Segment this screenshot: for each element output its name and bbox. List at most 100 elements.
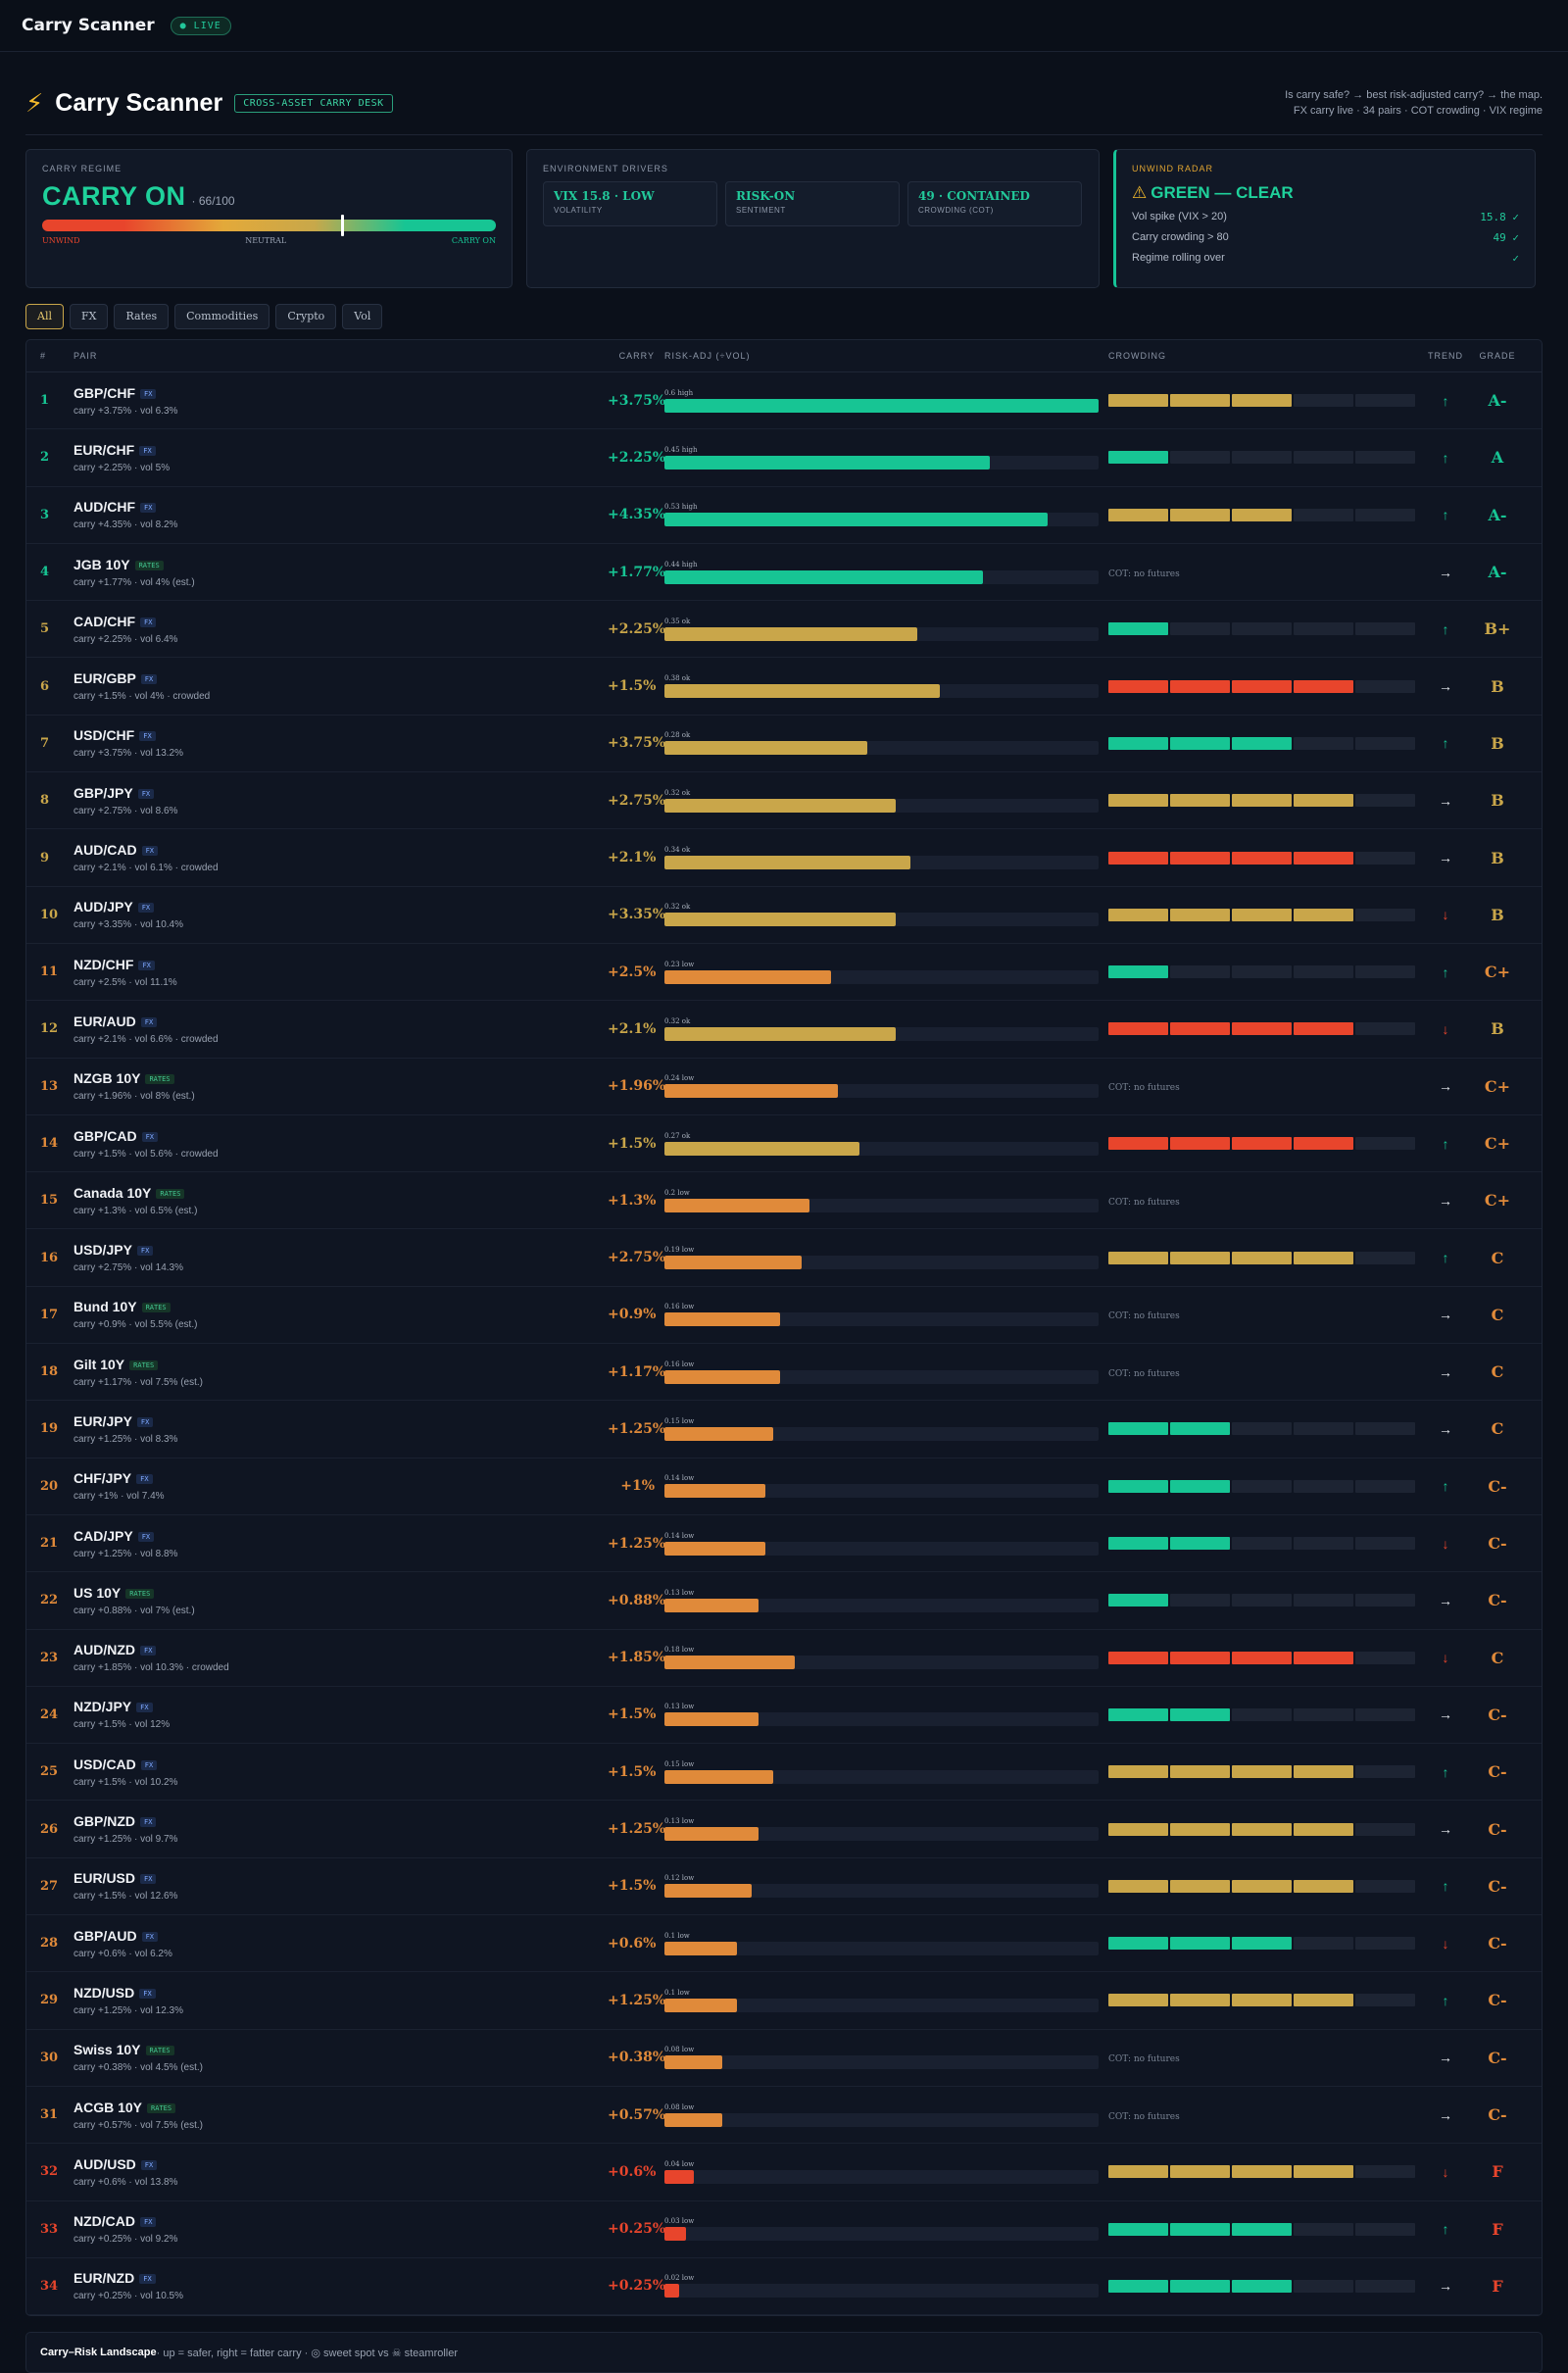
table-row[interactable]: 32 AUD/USD FX carry +0.6% · vol 13.8% +0.…: [26, 2144, 1542, 2201]
col-pair[interactable]: PAIR: [74, 351, 98, 361]
crowding-segment: [1170, 1879, 1230, 1893]
table-row[interactable]: 14 GBP/CAD FX carry +1.5% · vol 5.6% · cr…: [26, 1115, 1542, 1173]
asset-tag: RATES: [145, 2046, 174, 2056]
trend-arrow-icon: ↑: [1442, 449, 1449, 466]
table-row[interactable]: 12 EUR/AUD FX carry +2.1% · vol 6.6% · cr…: [26, 1001, 1542, 1059]
trend-arrow-icon: ↓: [1442, 2163, 1449, 2180]
filter-crypto[interactable]: Crypto: [275, 304, 337, 329]
crowding-segment: [1108, 2222, 1168, 2236]
table-row[interactable]: 5 CAD/CHF FX carry +2.25% · vol 6.4% +2.2…: [26, 601, 1542, 659]
table-row[interactable]: 13 NZGB 10Y RATES carry +1.96% · vol 8% (…: [26, 1059, 1542, 1115]
regime-label: CARRY REGIME: [42, 164, 122, 173]
table-row[interactable]: 2 EUR/CHF FX carry +2.25% · vol 5% +2.25%…: [26, 429, 1542, 487]
table-row[interactable]: 21 CAD/JPY FX carry +1.25% · vol 8.8% +1.…: [26, 1515, 1542, 1573]
carry-value: +0.9%: [608, 1307, 657, 1323]
crowding-segment: [1294, 794, 1353, 808]
crowding-cell: [1099, 2165, 1420, 2179]
table-row[interactable]: 4 JGB 10Y RATES carry +1.77% · vol 4% (es…: [26, 544, 1542, 602]
table-row[interactable]: 26 GBP/NZD FX carry +1.25% · vol 9.7% +1.…: [26, 1801, 1542, 1858]
table-row[interactable]: 31 ACGB 10Y RATES carry +0.57% · vol 7.5%…: [26, 2087, 1542, 2145]
risk-cell: 0.08 low: [655, 2103, 1099, 2127]
table-row[interactable]: 28 GBP/AUD FX carry +0.6% · vol 6.2% +0.6…: [26, 1915, 1542, 1973]
table-row[interactable]: 10 AUD/JPY FX carry +3.35% · vol 10.4% +3…: [26, 887, 1542, 944]
table-row[interactable]: 18 Gilt 10Y RATES carry +1.17% · vol 7.5%…: [26, 1344, 1542, 1402]
risk-bar-fill: [664, 1769, 773, 1784]
crowding-segment: [1294, 1479, 1353, 1493]
pair-name: Bund 10Y: [74, 1299, 137, 1315]
risk-bar-fill: [664, 798, 897, 813]
table-row[interactable]: 3 AUD/CHF FX carry +4.35% · vol 8.2% +4.3…: [26, 487, 1542, 544]
col-risk[interactable]: RISK-ADJ (÷VOL): [664, 351, 751, 361]
risk-bar-fill: [664, 1598, 759, 1612]
row-rank: 10: [40, 907, 59, 922]
gauge-marker: [340, 215, 344, 236]
asset-tag: FX: [140, 674, 158, 685]
table-row[interactable]: 34 EUR/NZD FX carry +0.25% · vol 10.5% +0…: [26, 2258, 1542, 2316]
table-row[interactable]: 11 NZD/CHF FX carry +2.5% · vol 11.1% +2.…: [26, 944, 1542, 1002]
carry-value: +1.25%: [608, 1420, 666, 1437]
carry-value: +1.25%: [608, 1992, 666, 2008]
table-row[interactable]: 20 CHF/JPY FX carry +1% · vol 7.4% +1% 0.…: [26, 1458, 1542, 1515]
risk-bar-track: [664, 1312, 1099, 1327]
crowding-segment: [1108, 1137, 1168, 1150]
pair-name: EUR/GBP: [74, 670, 136, 687]
table-row[interactable]: 16 USD/JPY FX carry +2.75% · vol 14.3% +2…: [26, 1229, 1542, 1287]
table-row[interactable]: 33 NZD/CAD FX carry +0.25% · vol 9.2% +0.…: [26, 2201, 1542, 2258]
filter-rates[interactable]: Rates: [114, 304, 170, 329]
col-crowding[interactable]: CROWDING: [1108, 351, 1166, 361]
table-row[interactable]: 8 GBP/JPY FX carry +2.75% · vol 8.6% +2.7…: [26, 772, 1542, 830]
crowding-meter: [1108, 908, 1420, 921]
pair-details: carry +1.5% · vol 12.6%: [74, 1891, 178, 1903]
grade-value: C: [1491, 1362, 1504, 1382]
crowding-meter: [1108, 1994, 1420, 2007]
table-row[interactable]: 15 Canada 10Y RATES carry +1.3% · vol 6.5…: [26, 1172, 1542, 1230]
row-rank: 14: [40, 1136, 59, 1151]
col-carry[interactable]: CARRY: [618, 351, 655, 361]
crowding-segment: [1232, 1537, 1292, 1551]
filter-commodities[interactable]: Commodities: [174, 304, 270, 329]
table-row[interactable]: 25 USD/CAD FX carry +1.5% · vol 10.2% +1.…: [26, 1744, 1542, 1802]
filter-fx[interactable]: FX: [69, 304, 109, 329]
table-row[interactable]: 23 AUD/NZD FX carry +1.85% · vol 10.3% · …: [26, 1630, 1542, 1687]
carry-value: +1.77%: [608, 564, 666, 580]
crowding-segment: [1170, 394, 1230, 408]
crowding-cell: COT: no futures: [1099, 564, 1420, 581]
crowding-meter: [1108, 394, 1420, 408]
table-row[interactable]: 24 NZD/JPY FX carry +1.5% · vol 12% +1.5%…: [26, 1687, 1542, 1745]
table-row[interactable]: 7 USD/CHF FX carry +3.75% · vol 13.2% +3.…: [26, 716, 1542, 773]
pair-details: carry +0.6% · vol 13.8%: [74, 2176, 178, 2188]
table-row[interactable]: 9 AUD/CAD FX carry +2.1% · vol 6.1% · cro…: [26, 829, 1542, 887]
table-row[interactable]: 27 EUR/USD FX carry +1.5% · vol 12.6% +1.…: [26, 1858, 1542, 1916]
risk-bar-track: [664, 1484, 1099, 1499]
risk-cell: 0.02 low: [655, 2274, 1099, 2299]
pair-details: carry +1.25% · vol 8.8%: [74, 1548, 178, 1559]
col-num[interactable]: #: [40, 351, 47, 361]
filter-vol[interactable]: Vol: [342, 304, 383, 329]
table-row[interactable]: 19 EUR/JPY FX carry +1.25% · vol 8.3% +1.…: [26, 1401, 1542, 1458]
table-row[interactable]: 6 EUR/GBP FX carry +1.5% · vol 4% · crowd…: [26, 658, 1542, 716]
row-rank: 33: [40, 2221, 59, 2237]
row-rank: 22: [40, 1593, 59, 1608]
table-row[interactable]: 17 Bund 10Y RATES carry +0.9% · vol 5.5% …: [26, 1287, 1542, 1345]
filter-all[interactable]: All: [25, 304, 64, 329]
risk-cell: 0.13 low: [655, 1589, 1099, 1612]
crowding-cell: [1099, 1707, 1420, 1721]
risk-label: 0.14 low: [664, 1474, 695, 1483]
radar-row: Vol spike (VIX > 20) 15.8 ✓: [1132, 211, 1519, 223]
carry-value: +3.35%: [608, 907, 666, 923]
asset-tag: FX: [140, 1817, 157, 1828]
table-row[interactable]: 1 GBP/CHF FX carry +3.75% · vol 6.3% +3.7…: [26, 372, 1542, 430]
crowding-segment: [1170, 1537, 1230, 1551]
table-row[interactable]: 22 US 10Y RATES carry +0.88% · vol 7% (es…: [26, 1572, 1542, 1630]
table-row[interactable]: 30 Swiss 10Y RATES carry +0.38% · vol 4.5…: [26, 2030, 1542, 2087]
col-trend[interactable]: TREND: [1428, 351, 1463, 361]
col-grade[interactable]: GRADE: [1479, 351, 1516, 361]
risk-cell: 0.03 low: [655, 2217, 1099, 2242]
asset-tag: RATES: [145, 1074, 174, 1085]
crowding-segment: [1355, 1137, 1415, 1150]
pair-name: CAD/CHF: [74, 613, 135, 629]
table-row[interactable]: 29 NZD/USD FX carry +1.25% · vol 12.3% +1…: [26, 1972, 1542, 2030]
pair-cell: GBP/CAD FX carry +1.5% · vol 5.6% · crowd…: [74, 1128, 608, 1160]
crowding-segment: [1232, 794, 1292, 808]
crowding-meter: [1108, 2165, 1420, 2179]
